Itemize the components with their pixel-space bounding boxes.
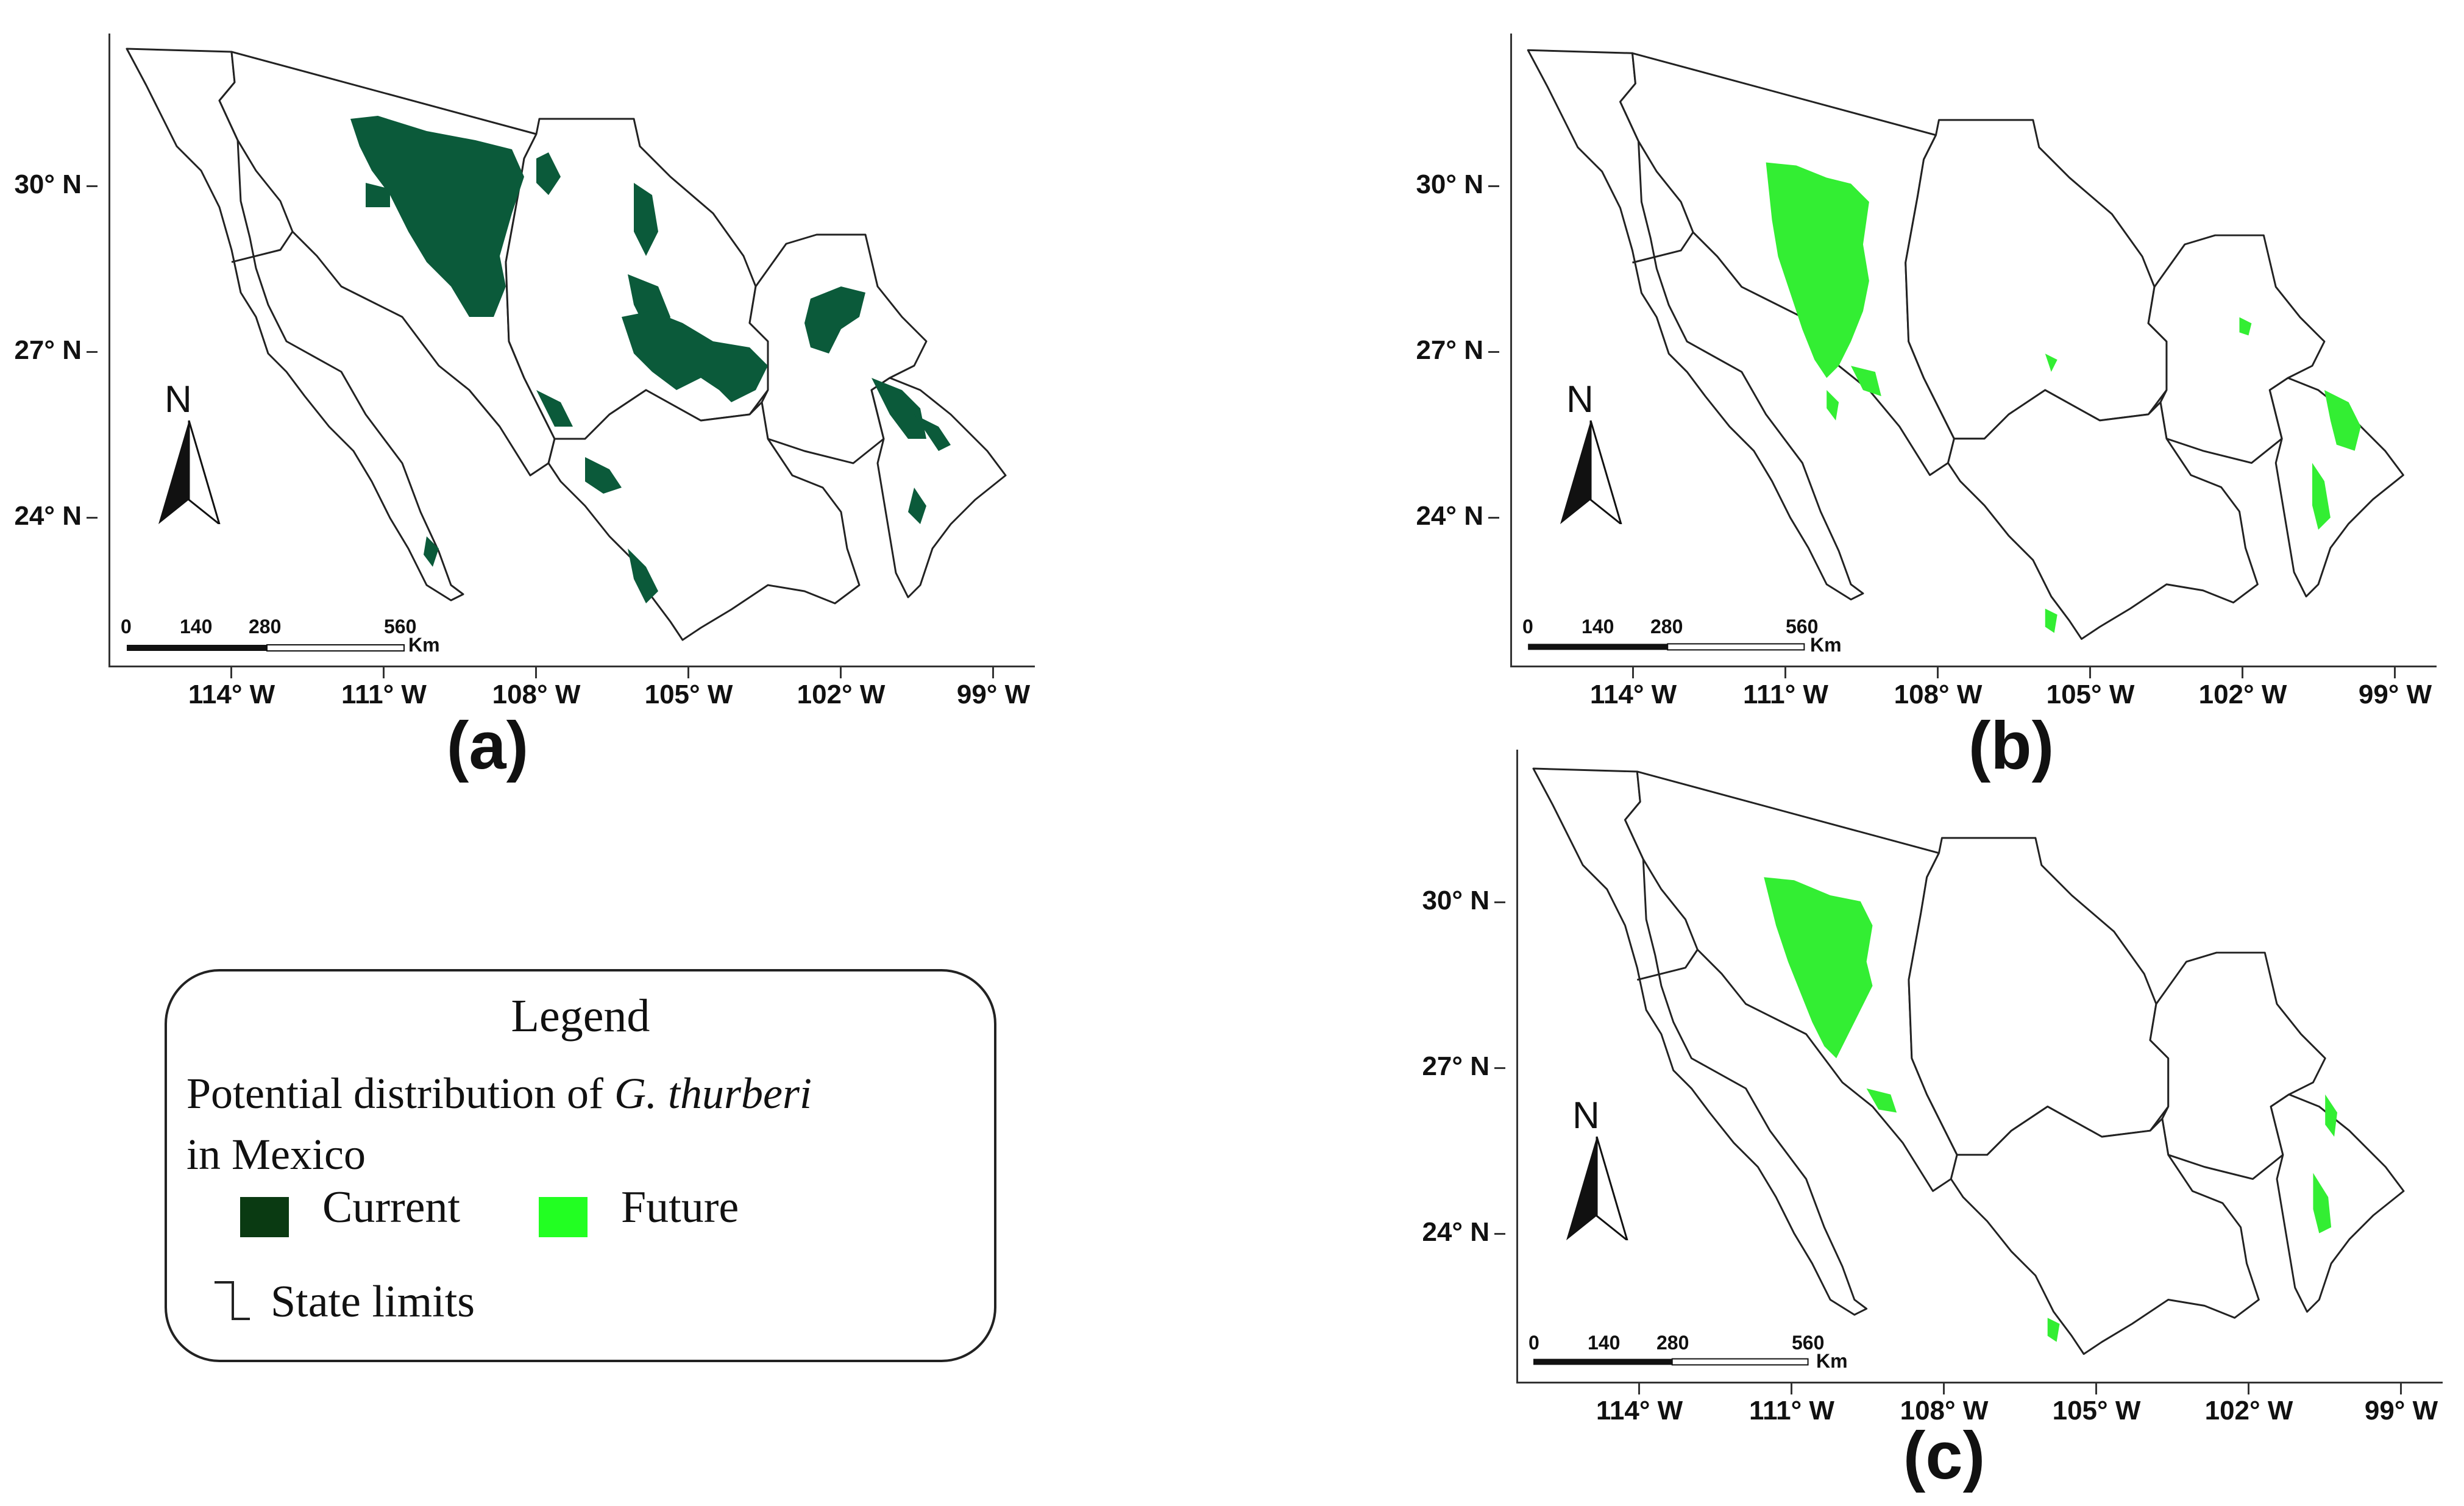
scale-label-280: 280 bbox=[1656, 1332, 1689, 1354]
lon-tick-b-3: 105° W bbox=[2046, 680, 2135, 709]
north-arrow-icon bbox=[158, 420, 221, 524]
current-distribution-a bbox=[350, 116, 951, 603]
scale-label-0: 0 bbox=[1528, 1332, 1539, 1354]
legend-label-future: Future bbox=[621, 1182, 739, 1232]
map-panel-c: 0 140 280 560 Km N 30° N 27° N 24° N 114… bbox=[1408, 719, 2464, 1506]
future-distribution-b bbox=[1766, 162, 2361, 633]
baja-california-outline bbox=[126, 48, 464, 602]
legend-description-suffix: in Mexico bbox=[186, 1130, 366, 1179]
lon-tick-c-2: 108° W bbox=[1900, 1396, 1989, 1426]
scale-bar-white-a bbox=[266, 644, 405, 652]
panel-label-b: (b) bbox=[1968, 708, 2054, 783]
lat-tick-a-2: 24° N bbox=[0, 501, 98, 531]
legend-description-prefix: Potential distribution of bbox=[186, 1069, 614, 1118]
lat-tick-b-0: 30° N bbox=[1402, 169, 1499, 200]
state-limits-icon bbox=[215, 1281, 250, 1320]
lat-tick-c-0: 30° N bbox=[1408, 886, 1505, 916]
panel-label-c: (c) bbox=[1903, 1418, 1986, 1493]
lat-tick-a-0: 30° N bbox=[0, 169, 98, 200]
lon-tick-b-1: 111° W bbox=[1743, 680, 1828, 709]
scale-label-140: 140 bbox=[1582, 616, 1614, 638]
legend-swatch-future bbox=[539, 1197, 588, 1237]
north-arrow-icon bbox=[1566, 1136, 1628, 1240]
legend-description: Potential distribution of G. thurberi in … bbox=[186, 1063, 991, 1185]
map-c bbox=[1532, 767, 2405, 1366]
lon-tick-b-4: 102° W bbox=[2198, 680, 2287, 709]
scale-bar-black-a bbox=[127, 645, 267, 651]
scale-label-0: 0 bbox=[1522, 616, 1533, 638]
durango-outline bbox=[547, 389, 861, 641]
map-legend: Legend Potential distribution of G. thur… bbox=[165, 969, 996, 1362]
map-frame-a bbox=[108, 34, 1035, 667]
lat-tick-b-2: 24° N bbox=[1402, 501, 1499, 531]
state-line bbox=[231, 231, 294, 263]
legend-species: G. thurberi bbox=[614, 1069, 812, 1118]
lon-tick-a-0: 114° W bbox=[188, 680, 275, 709]
north-letter: N bbox=[1566, 378, 1594, 421]
map-frame-c bbox=[1516, 750, 2443, 1383]
legend-label-state-limits: State limits bbox=[271, 1277, 475, 1327]
scale-label-280: 280 bbox=[249, 616, 282, 638]
north-arrow-icon bbox=[1560, 420, 1622, 524]
lon-tick-a-4: 102° W bbox=[797, 680, 886, 709]
scale-unit: Km bbox=[408, 634, 440, 656]
legend-swatch-current bbox=[240, 1197, 289, 1237]
lon-tick-a-1: 111° W bbox=[341, 680, 427, 709]
legend-title: Legend bbox=[511, 990, 650, 1042]
lat-tick-b-1: 27° N bbox=[1402, 335, 1499, 366]
map-panel-a: 0 140 280 560 Km N 30° N 27° N 24° N 114… bbox=[0, 0, 1067, 792]
lat-tick-c-1: 27° N bbox=[1408, 1051, 1505, 1082]
scale-label-560: 560 bbox=[1792, 1332, 1825, 1354]
lon-tick-c-4: 102° W bbox=[2204, 1396, 2293, 1426]
scale-label-140: 140 bbox=[1588, 1332, 1621, 1354]
lon-tick-c-3: 105° W bbox=[2052, 1396, 2141, 1426]
lon-tick-a-3: 105° W bbox=[644, 680, 733, 709]
lat-tick-c-2: 24° N bbox=[1408, 1217, 1505, 1248]
scale-label-140: 140 bbox=[180, 616, 213, 638]
lon-tick-a-2: 108° W bbox=[492, 680, 581, 709]
lon-tick-c-0: 114° W bbox=[1596, 1396, 1683, 1426]
north-arrow-b: N bbox=[1554, 378, 1627, 524]
scale-unit: Km bbox=[1810, 634, 1842, 656]
scale-label-560: 560 bbox=[1786, 616, 1819, 638]
map-frame-b bbox=[1510, 34, 2437, 667]
lat-tick-a-1: 27° N bbox=[0, 335, 98, 366]
lon-tick-a-5: 99° W bbox=[956, 680, 1031, 709]
north-letter: N bbox=[1572, 1095, 1600, 1137]
lon-tick-b-5: 99° W bbox=[2358, 680, 2432, 709]
lon-tick-b-0: 114° W bbox=[1589, 680, 1677, 709]
panel-label-a: (a) bbox=[446, 708, 529, 783]
north-letter: N bbox=[165, 378, 192, 421]
north-arrow-c: N bbox=[1560, 1094, 1633, 1240]
scale-label-280: 280 bbox=[1650, 616, 1683, 638]
lon-tick-b-2: 108° W bbox=[1894, 680, 1983, 709]
scale-label-0: 0 bbox=[121, 616, 132, 638]
map-panel-b: 0 140 280 560 Km N 30° N 27° N 24° N 114… bbox=[1402, 0, 2464, 792]
future-distribution-c bbox=[1764, 877, 2338, 1342]
map-a bbox=[126, 48, 1007, 652]
sonora-outline bbox=[218, 51, 556, 477]
lon-tick-c-5: 99° W bbox=[2364, 1396, 2438, 1426]
scale-label-560: 560 bbox=[384, 616, 417, 638]
lon-tick-c-1: 111° W bbox=[1749, 1396, 1834, 1426]
legend-label-current: Current bbox=[322, 1182, 461, 1232]
map-b bbox=[1527, 49, 2404, 651]
scale-unit: Km bbox=[1816, 1350, 1848, 1372]
north-arrow-a: N bbox=[152, 378, 225, 524]
